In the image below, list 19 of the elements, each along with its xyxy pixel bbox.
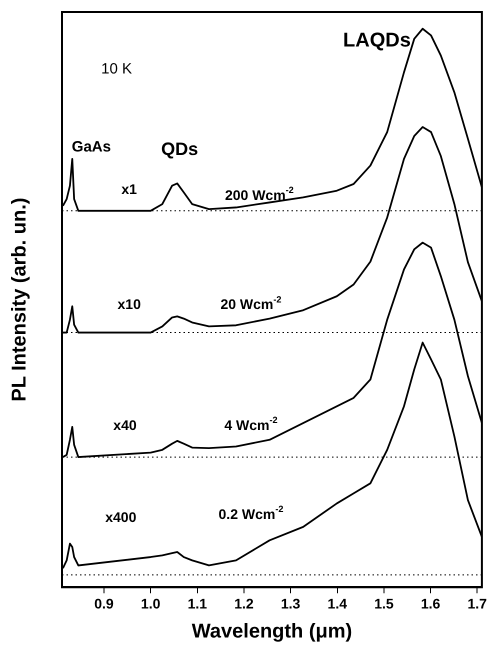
x-tick-label: 1.3	[280, 595, 301, 612]
annotation: x40	[113, 417, 137, 434]
annotation: x10	[118, 296, 142, 312]
x-tick-label: 1.1	[188, 595, 208, 612]
x-tick-label: 1.2	[234, 595, 254, 612]
annotation: LAQDs	[343, 29, 411, 52]
x-axis-title: Wavelength (μm)	[192, 620, 352, 643]
annotation: x400	[105, 509, 137, 526]
annotation: x1	[121, 181, 138, 198]
annotation: GaAs	[72, 138, 111, 156]
x-tick-label: 1.4	[328, 595, 348, 612]
x-tick-label: 0.9	[94, 595, 114, 612]
x-tick-label: 1.6	[420, 595, 441, 612]
annotation: 10 K	[101, 60, 132, 78]
y-axis-title: PL Intensity (arb. un.)	[8, 198, 31, 402]
x-tick-label: 1.7	[468, 595, 488, 612]
annotation: QDs	[161, 139, 198, 160]
x-tick-label: 1.0	[140, 595, 161, 612]
x-tick-label: 1.5	[374, 595, 394, 612]
